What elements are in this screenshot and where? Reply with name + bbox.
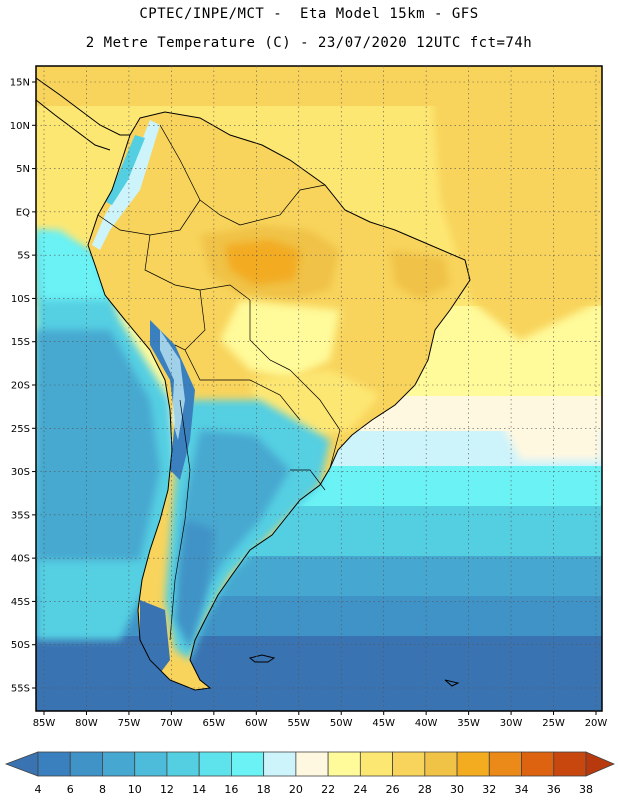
- lon-tick-label: 45W: [372, 718, 395, 729]
- lat-tick-label: 40S: [11, 554, 30, 565]
- lat-tick-label: 30S: [11, 467, 30, 478]
- colorbar-label: 38: [579, 783, 593, 796]
- colorbar-swatch: [553, 751, 587, 777]
- lon-tick-label: 85W: [33, 718, 56, 729]
- colorbar-label: 20: [289, 783, 303, 796]
- lat-tick-label: 50S: [11, 640, 30, 651]
- lon-tick-label: 65W: [203, 718, 226, 729]
- colorbar-swatch: [359, 751, 393, 777]
- lon-tick-label: 35W: [457, 718, 480, 729]
- latitude-labels: 15N 10N 5N EQ 5S 10S 15S 20S 25S 30S 35S 40S 45S 50S 5…: [10, 78, 36, 695]
- lat-tick-label: EQ: [16, 207, 30, 218]
- central-america-coast: [36, 77, 130, 151]
- colorbar-swatch: [424, 751, 458, 777]
- colorbar-label: 10: [128, 783, 142, 796]
- colorbar-swatch: [69, 751, 103, 777]
- colorbar-label: 24: [353, 783, 367, 796]
- colorbar-label: 12: [160, 783, 174, 796]
- colorbar-label: 26: [386, 783, 400, 796]
- lat-tick-label: 45S: [11, 597, 30, 608]
- colorbar-arrow-low: [4, 751, 39, 777]
- country-borders: [97, 124, 341, 641]
- colorbar-label: 4: [35, 783, 42, 796]
- lon-tick-label: 55W: [287, 718, 310, 729]
- lon-tick-label: 75W: [118, 718, 141, 729]
- coastline: [87, 111, 471, 691]
- colorbar-label: 28: [418, 783, 432, 796]
- lat-tick-label: 20S: [11, 381, 30, 392]
- colorbar-swatch: [392, 751, 426, 777]
- colorbar-swatch: [37, 751, 71, 777]
- temperature-field: [36, 66, 602, 711]
- colorbar-label: 18: [257, 783, 271, 796]
- lon-tick-label: 20W: [585, 718, 608, 729]
- colorbar-label: 34: [515, 783, 529, 796]
- colorbar-arrow-high: [585, 751, 616, 777]
- lon-tick-label: 25W: [542, 718, 565, 729]
- lon-tick-label: 70W: [160, 718, 183, 729]
- lat-tick-label: 10S: [11, 294, 30, 305]
- colorbar-label: 36: [547, 783, 561, 796]
- falkland-islands: [248, 654, 276, 663]
- lat-tick-label: 15S: [11, 337, 30, 348]
- colorbar-swatch: [327, 751, 361, 777]
- colorbar-swatch: [295, 751, 329, 777]
- colorbar-swatch: [488, 751, 522, 777]
- colorbar-label: 32: [482, 783, 496, 796]
- lon-tick-label: 50W: [330, 718, 353, 729]
- colorbar-swatch: [166, 751, 200, 777]
- colorbar-label: 8: [99, 783, 106, 796]
- chart-title: CPTEC/INPE/MCT - Eta Model 15km - GFS: [139, 6, 479, 22]
- lat-tick-label: 10N: [10, 121, 30, 132]
- colorbar-swatch: [521, 751, 555, 777]
- colorbar-label: 16: [224, 783, 238, 796]
- colorbar-swatch: [102, 751, 136, 777]
- colorbar: 4 6 8 10 12 14 16 18 20 22 24 26 28 30 32 34 36 38: [4, 751, 616, 796]
- lat-tick-label: 35S: [11, 510, 30, 521]
- longitude-labels: 85W 80W 75W 70W 65W 60W 55W 50W 45W 40W 35W 30W 25W 2…: [33, 711, 608, 729]
- chart-subtitle: 2 Metre Temperature (C) - 23/07/2020 12U…: [85, 35, 533, 51]
- lon-tick-label: 40W: [415, 718, 438, 729]
- lat-tick-label: 15N: [10, 78, 30, 89]
- lat-tick-label: 55S: [11, 684, 30, 695]
- south-georgia: [444, 679, 460, 687]
- lat-tick-label: 5N: [16, 164, 30, 175]
- lon-tick-label: 80W: [75, 718, 98, 729]
- colorbar-label: 22: [321, 783, 335, 796]
- colorbar-swatch: [231, 751, 265, 777]
- lon-tick-label: 30W: [500, 718, 523, 729]
- colorbar-swatch: [456, 751, 490, 777]
- colorbar-label: 30: [450, 783, 464, 796]
- colorbar-label: 14: [192, 783, 206, 796]
- lat-tick-label: 25S: [11, 424, 30, 435]
- colorbar-label: 6: [67, 783, 74, 796]
- lat-tick-label: 5S: [17, 251, 30, 262]
- colorbar-swatch: [134, 751, 168, 777]
- colorbar-swatch: [198, 751, 232, 777]
- lon-tick-label: 60W: [245, 718, 268, 729]
- map-frame: [35, 65, 603, 712]
- colorbar-swatch: [263, 751, 297, 777]
